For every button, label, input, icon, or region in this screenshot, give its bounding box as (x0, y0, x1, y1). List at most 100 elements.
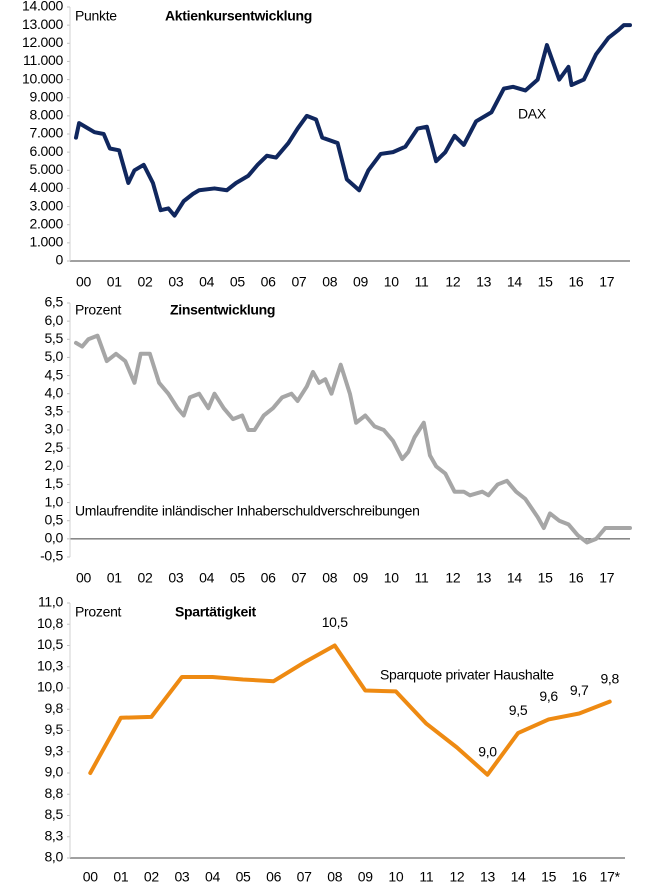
y-tick-label: 10,3 (37, 657, 64, 673)
annotation: Sparquote privater Haushalte (380, 667, 554, 683)
data-label: 9,5 (509, 702, 528, 718)
x-tick-label: 09 (353, 570, 368, 586)
x-tick-label: 00 (76, 274, 91, 290)
x-tick-label: 14 (507, 570, 522, 586)
y-tick-label: 1.000 (29, 234, 63, 250)
y-tick-label: 6,0 (44, 312, 63, 328)
data-label: 9,6 (539, 688, 558, 704)
x-tick-label: 16 (568, 274, 583, 290)
x-tick-label: 12 (449, 869, 464, 885)
x-tick-label: 00 (76, 570, 91, 586)
x-tick-label: 15 (541, 869, 556, 885)
y-tick-label: 2,0 (44, 457, 63, 473)
y-tick-label: 11,0 (38, 594, 64, 610)
y-tick-label: 10,0 (37, 679, 64, 695)
x-tick-label: 14 (507, 274, 522, 290)
y-tick-label: 6.000 (29, 143, 63, 159)
y-tick-label: 2.000 (29, 215, 63, 231)
y-tick-label: 0,0 (44, 530, 63, 546)
x-tick-label: 07 (297, 869, 312, 885)
y-tick-label: 13.000 (22, 16, 64, 32)
y-tick-label: 12.000 (22, 34, 64, 50)
y-tick-label: 0 (56, 252, 64, 268)
panel-title: Spartätigkeit (175, 604, 257, 620)
x-tick-label: 16 (568, 570, 583, 586)
x-tick-label: 06 (261, 274, 276, 290)
y-tick-label: 2,5 (44, 439, 63, 455)
y-tick-label: 5.000 (29, 161, 63, 177)
y-tick-label: 10,8 (37, 615, 64, 631)
x-tick-label: 01 (107, 570, 122, 586)
x-tick-label: 05 (236, 869, 251, 885)
y-tick-label: 1,5 (44, 475, 63, 491)
x-tick-label: 13 (476, 570, 491, 586)
y-tick-label: 8,5 (44, 806, 63, 822)
x-tick-label: 05 (230, 570, 245, 586)
data-line (88, 643, 612, 777)
y-tick-label: 10,5 (37, 636, 64, 652)
unit-label: Prozent (75, 604, 122, 620)
y-tick-label: 5,5 (44, 330, 63, 346)
x-tick-label: 11 (415, 570, 429, 586)
y-tick-label: 3,5 (44, 403, 63, 419)
x-tick-label: 13 (476, 274, 491, 290)
y-tick-label: 5,0 (44, 348, 63, 364)
x-tick-label: 07 (291, 570, 306, 586)
y-tick-label: 9,3 (44, 742, 63, 758)
x-tick-label: 13 (480, 869, 495, 885)
x-tick-label: 17 (599, 570, 614, 586)
x-tick-label: 08 (322, 274, 337, 290)
y-tick-label: 3.000 (29, 197, 63, 213)
y-tick-label: 4,0 (44, 384, 63, 400)
x-tick-label: 04 (205, 869, 220, 885)
x-tick-label: 02 (138, 274, 153, 290)
y-tick-label: 8,3 (44, 827, 63, 843)
y-tick-label: 9.000 (29, 88, 63, 104)
data-label: 10,5 (322, 614, 349, 630)
x-tick-label: 02 (144, 869, 159, 885)
x-tick-label: 14 (511, 869, 526, 885)
y-tick-label: 8.000 (29, 107, 63, 123)
x-tick-label: 11 (419, 869, 433, 885)
y-tick-label: 1,0 (44, 493, 63, 509)
x-tick-label: 04 (199, 274, 214, 290)
panel-title: Aktienkursentwicklung (165, 8, 312, 24)
x-tick-label: 16 (572, 869, 587, 885)
y-tick-label: 9,8 (44, 700, 63, 716)
y-tick-label: 4.000 (29, 179, 63, 195)
x-tick-label: 09 (358, 869, 373, 885)
x-tick-label: 00 (83, 869, 98, 885)
y-tick-label: 6,5 (44, 294, 63, 310)
x-tick-label: 01 (107, 274, 122, 290)
x-tick-label: 08 (322, 570, 337, 586)
y-tick-label: 4,5 (44, 366, 63, 382)
annotation: DAX (518, 106, 547, 122)
data-line (74, 333, 632, 545)
x-tick-label: 09 (353, 274, 368, 290)
x-tick-label: 12 (445, 570, 460, 586)
annotation: Umlaufrendite inländischer Inhaberschuld… (75, 503, 420, 519)
y-tick-label: 3,0 (44, 421, 63, 437)
x-tick-label: 03 (174, 869, 189, 885)
x-tick-label: 06 (261, 570, 276, 586)
data-label: 9,8 (600, 670, 619, 686)
x-tick-label: 03 (168, 570, 183, 586)
x-tick-label: 08 (327, 869, 342, 885)
y-tick-label: 0,5 (44, 511, 63, 527)
x-tick-label: 15 (538, 570, 553, 586)
x-tick-label: 11 (415, 274, 429, 290)
unit-label: Prozent (75, 302, 122, 318)
x-tick-label: 07 (291, 274, 306, 290)
x-tick-label: 10 (388, 869, 403, 885)
x-tick-label: 02 (138, 570, 153, 586)
x-tick-label: 17 (599, 274, 614, 290)
x-tick-label: 10 (384, 274, 399, 290)
x-tick-label: 03 (168, 274, 183, 290)
data-label: 9,7 (570, 682, 589, 698)
data-label: 9,0 (478, 743, 497, 759)
data-line (74, 23, 632, 218)
y-tick-label: 9,5 (44, 721, 63, 737)
x-tick-label: 01 (113, 869, 128, 885)
